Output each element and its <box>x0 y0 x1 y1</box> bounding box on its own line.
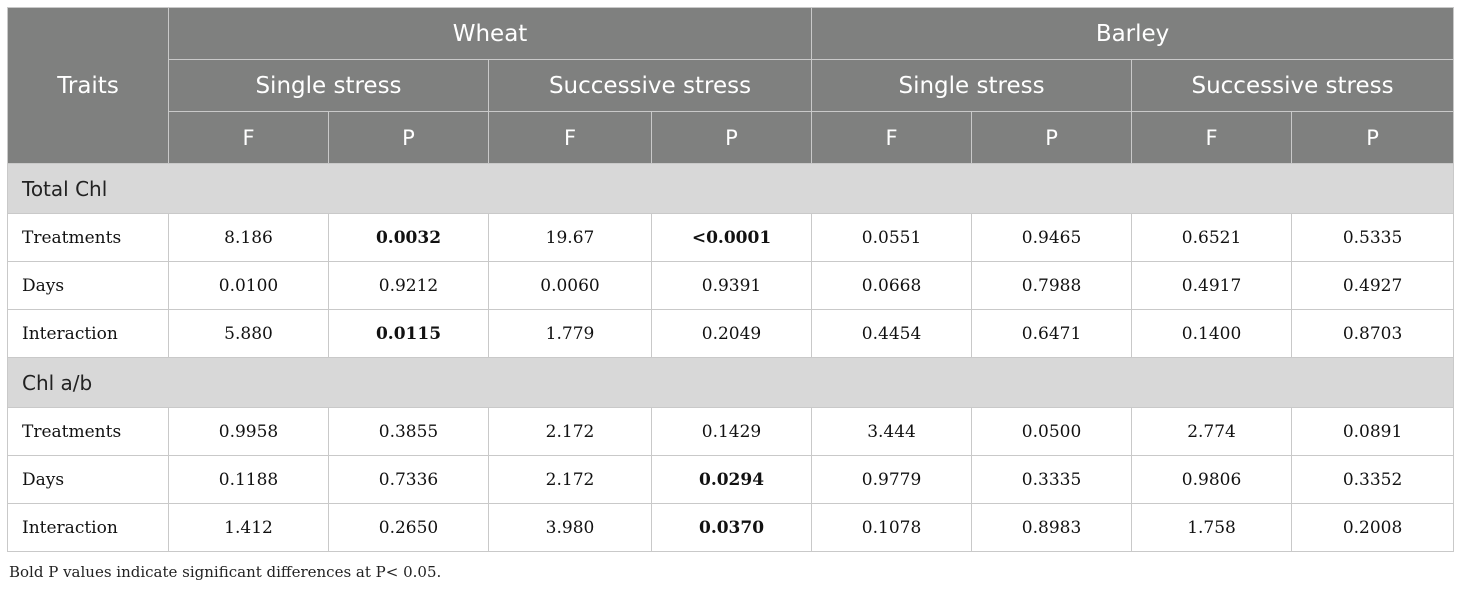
table-cell: 0.3335 <box>971 455 1133 504</box>
table-cell: 0.2650 <box>328 503 489 552</box>
table-cell: <0.0001 <box>650 213 813 262</box>
table-cell: 0.6521 <box>1131 213 1293 262</box>
table-cell: 0.0060 <box>488 261 652 310</box>
table-cell: 1.412 <box>168 503 329 552</box>
stat-header: F <box>1131 111 1293 164</box>
table-cell: 0.9465 <box>971 213 1133 262</box>
crop-header-barley: Barley <box>811 7 1455 60</box>
table-cell: 19.67 <box>488 213 652 262</box>
table-cell: 0.1078 <box>811 503 973 552</box>
anova-table: Traits Wheat Barley Single stress Succes… <box>6 7 1455 552</box>
table-cell: 1.758 <box>1131 503 1293 552</box>
table-cell: 0.5335 <box>1291 213 1455 262</box>
section-title: Chl a/b <box>6 357 1455 408</box>
table-row: Days 0.1188 0.7336 2.172 0.0294 0.9779 0.3335 0… <box>7 455 1455 504</box>
row-label: Interaction <box>7 503 169 552</box>
table-cell: 0.3352 <box>1291 455 1455 504</box>
stat-header: P <box>1291 111 1455 164</box>
table-cell: 0.4927 <box>1291 261 1455 310</box>
table-cell: 0.9212 <box>328 261 489 310</box>
table-cell: 8.186 <box>168 213 329 262</box>
table-cell: 0.9806 <box>1131 455 1293 504</box>
crop-header-wheat: Wheat <box>167 7 813 60</box>
table-row: Days 0.0100 0.9212 0.0060 0.9391 0.0668 0.7988… <box>7 261 1455 310</box>
section-row: Total Chl <box>6 163 1455 214</box>
table-body: Total Chl Treatments 8.186 0.0032 19.67 <0.00… <box>6 163 1455 552</box>
table-cell: 0.9779 <box>811 455 973 504</box>
stat-header: P <box>650 111 813 164</box>
table-row: Interaction 1.412 0.2650 3.980 0.0370 0.1078 0… <box>7 503 1455 552</box>
table-cell: 2.172 <box>488 407 652 456</box>
table-cell: 0.6471 <box>971 309 1133 358</box>
table-cell: 0.1429 <box>650 407 813 456</box>
stress-header: Single stress <box>168 59 489 112</box>
table-cell: 0.8983 <box>971 503 1133 552</box>
table-cell: 0.1188 <box>168 455 329 504</box>
table-footnote: Bold P values indicate significant diffe… <box>9 563 442 581</box>
row-label: Treatments <box>7 407 169 456</box>
table-cell: 0.0294 <box>650 455 813 504</box>
row-label: Days <box>7 261 169 310</box>
row-label: Interaction <box>7 309 169 358</box>
table-cell: 0.4917 <box>1131 261 1293 310</box>
table-cell: 0.8703 <box>1291 309 1455 358</box>
table-cell: 0.1400 <box>1131 309 1293 358</box>
table-cell: 0.2049 <box>650 309 813 358</box>
stress-header: Successive stress <box>1131 59 1455 112</box>
section-row: Chl a/b <box>6 357 1455 408</box>
table-cell: 0.0551 <box>811 213 973 262</box>
table-header: Traits Wheat Barley Single stress Succes… <box>7 7 1455 164</box>
table-cell: 5.880 <box>168 309 329 358</box>
table-cell: 0.0115 <box>328 309 489 358</box>
table-cell: 2.774 <box>1131 407 1293 456</box>
table-cell: 0.0032 <box>328 213 489 262</box>
stress-header: Successive stress <box>487 59 813 112</box>
section-title: Total Chl <box>6 163 1455 214</box>
table-cell: 0.2008 <box>1291 503 1455 552</box>
traits-header: Traits <box>7 7 169 164</box>
stress-header: Single stress <box>811 59 1133 112</box>
table-cell: 0.7988 <box>971 261 1133 310</box>
table-cell: 0.0370 <box>650 503 813 552</box>
stat-header: P <box>328 111 489 164</box>
table-cell: 0.3855 <box>328 407 489 456</box>
stat-header: P <box>971 111 1133 164</box>
table-cell: 0.7336 <box>328 455 489 504</box>
table-cell: 2.172 <box>488 455 652 504</box>
row-label: Days <box>7 455 169 504</box>
stat-header: F <box>811 111 973 164</box>
stat-header: F <box>168 111 329 164</box>
table-row: Treatments 0.9958 0.3855 2.172 0.1429 3.444 0.… <box>7 407 1455 456</box>
table-cell: 0.0100 <box>168 261 329 310</box>
table-cell: 1.779 <box>488 309 652 358</box>
stat-header: F <box>488 111 652 164</box>
table-cell: 3.444 <box>811 407 973 456</box>
table-cell: 0.4454 <box>811 309 973 358</box>
table-cell: 0.0500 <box>971 407 1133 456</box>
table-cell: 0.0891 <box>1291 407 1455 456</box>
table-cell: 0.0668 <box>811 261 973 310</box>
table-row: Treatments 8.186 0.0032 19.67 <0.0001 0.0551 0… <box>7 213 1455 262</box>
table-row: Interaction 5.880 0.0115 1.779 0.2049 0.4454 0… <box>7 309 1455 358</box>
table-cell: 3.980 <box>488 503 652 552</box>
table-cell: 0.9391 <box>650 261 813 310</box>
row-label: Treatments <box>7 213 169 262</box>
table-cell: 0.9958 <box>168 407 329 456</box>
